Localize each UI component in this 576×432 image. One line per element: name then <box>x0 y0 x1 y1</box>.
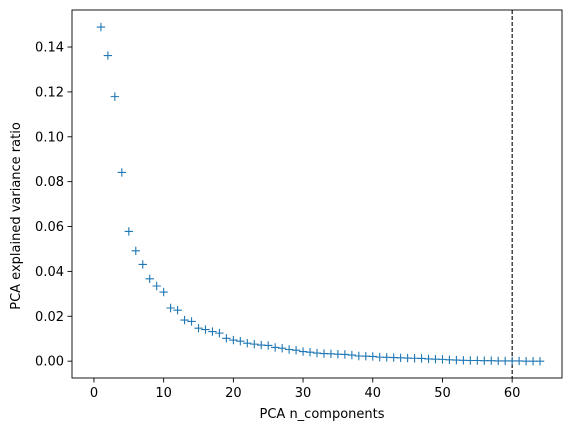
data-point <box>535 356 545 366</box>
data-point <box>187 317 196 326</box>
data-point <box>340 350 350 359</box>
x-tick-label: 20 <box>225 386 242 401</box>
data-point <box>208 327 217 336</box>
data-point <box>180 315 189 325</box>
y-tick-label: 0.02 <box>35 310 64 325</box>
x-axis-label: PCA n_components <box>260 407 385 422</box>
axes: 0 10 20 30 40 50 60 0.00 0.02 0.04 0.06 0.08 0.10 0.1… <box>35 9 563 401</box>
x-tick-label: 10 <box>155 386 172 401</box>
data-point <box>250 339 259 349</box>
data-point <box>284 345 294 354</box>
data-point <box>145 274 154 284</box>
x-tick-label: 60 <box>504 386 521 401</box>
data-point <box>152 281 161 291</box>
data-point <box>96 22 106 32</box>
data-point <box>159 287 168 297</box>
data-point <box>194 323 203 333</box>
y-tick-label: 0.08 <box>35 175 64 190</box>
data-point <box>270 343 280 352</box>
data-point <box>236 337 245 346</box>
plot-frame <box>71 9 563 379</box>
data-point <box>215 328 224 338</box>
y-tick-label: 0.04 <box>35 265 64 280</box>
series-0 <box>96 22 545 366</box>
x-tick-label: 0 <box>90 386 98 401</box>
y-tick-label: 0.14 <box>35 41 64 56</box>
data-point <box>166 303 175 313</box>
data-point <box>110 92 120 101</box>
x-tick-label: 50 <box>434 386 451 401</box>
data-point <box>277 343 287 353</box>
data-point <box>222 334 231 343</box>
data-point <box>138 260 147 269</box>
data-point <box>368 352 377 361</box>
data-point <box>117 168 127 177</box>
data-point <box>305 347 315 357</box>
y-tick-label: 0.00 <box>35 355 64 370</box>
y-axis-label: PCA explained variance ratio <box>9 122 24 310</box>
x-tick-label: 40 <box>364 386 381 401</box>
data-point <box>201 325 210 334</box>
x-tick-label: 30 <box>295 386 312 401</box>
plot-area <box>96 10 545 378</box>
data-point <box>264 341 273 350</box>
data-point <box>243 339 252 348</box>
y-tick-label: 0.10 <box>35 130 64 145</box>
y-tick-label: 0.12 <box>35 85 64 100</box>
y-tick-label: 0.06 <box>35 220 64 235</box>
data-point <box>103 51 113 60</box>
data-point <box>124 227 134 236</box>
data-point <box>298 347 308 356</box>
data-point <box>291 345 301 355</box>
data-point <box>347 350 357 360</box>
data-point <box>131 246 140 255</box>
data-point <box>229 335 238 345</box>
data-point <box>173 306 182 315</box>
